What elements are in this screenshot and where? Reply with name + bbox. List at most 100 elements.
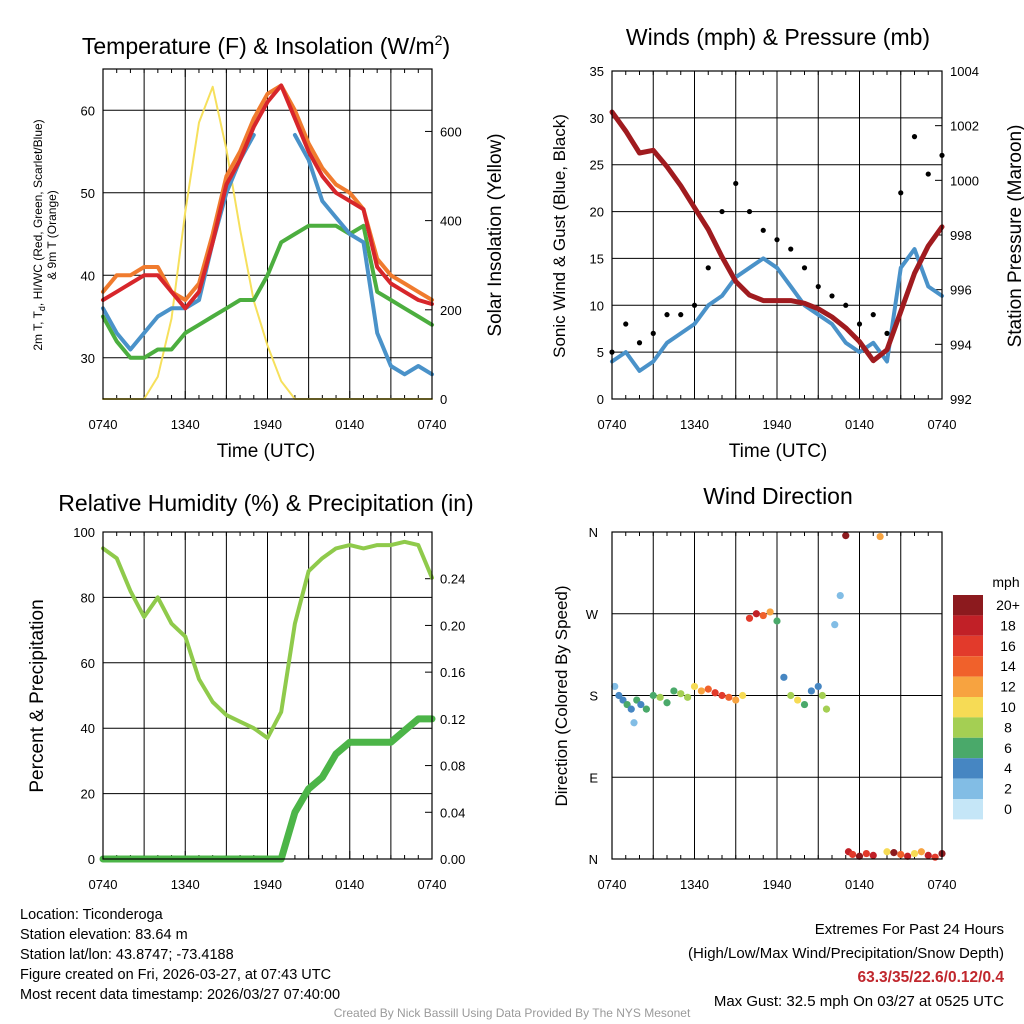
temperature-title: Temperature (F) & Insolation (W/m2) — [82, 32, 450, 59]
legend-label: 6 — [1004, 740, 1012, 756]
gust-point — [911, 134, 918, 140]
gust-point — [719, 208, 725, 215]
legend-swatch — [953, 615, 983, 636]
temp-ytick-label: 50 — [81, 186, 95, 201]
winds-y2label: Station Pressure (Maroon) — [1005, 125, 1024, 348]
winds-title: Winds (mph) & Pressure (mb) — [626, 24, 930, 50]
rh-y2tick-label: 0.12 — [440, 712, 465, 727]
station-latlon: Station lat/lon: 43.8747; -73.4188 — [20, 947, 234, 963]
direction-point — [931, 853, 939, 861]
direction-point — [725, 693, 733, 701]
wind-ytick-label: 25 — [590, 158, 604, 173]
temperature-panel: Temperature (F) & Insolation (W/m2) 0740… — [31, 32, 506, 462]
wind-xtick-label: 0740 — [928, 417, 957, 432]
dir-ytick-label: W — [586, 607, 599, 622]
legend-swatch — [953, 595, 983, 616]
gust-point — [774, 237, 780, 243]
rh-xtick-label: 1340 — [171, 877, 200, 892]
temperature-y2label: Solar Insolation (Yellow) — [485, 133, 506, 336]
direction-point — [869, 851, 877, 859]
rh-y2tick-label: 0.24 — [440, 572, 465, 587]
rh-ytick-label: 100 — [73, 525, 95, 540]
rh-xtick-label: 0740 — [89, 877, 118, 892]
direction-point — [642, 705, 650, 713]
dir-ytick-label: S — [589, 689, 598, 704]
legend-swatch — [953, 676, 983, 697]
gust-point — [870, 312, 876, 318]
direction-point — [649, 691, 657, 700]
temp-xtick-label: 0740 — [89, 417, 118, 432]
direction-point — [822, 705, 831, 713]
gust-point — [733, 180, 739, 187]
direction-point — [800, 700, 809, 709]
rh-y2tick-label: 0.04 — [440, 805, 465, 820]
legend-label: 18 — [1000, 617, 1016, 633]
temp-xtick-label: 0140 — [335, 417, 364, 432]
wind-ytick-label: 10 — [590, 298, 604, 313]
humidity-plot-area: 0740 1340 1940 0140 0740 0 20 40 60 80 100 0.00 0.04… — [73, 525, 465, 892]
legend-label: 8 — [1004, 719, 1012, 735]
humidity-ylabel: Percent & Precipitation — [27, 599, 48, 792]
extremes-title: Extremes For Past 24 Hours — [814, 921, 1004, 938]
wind-xtick-label: 1940 — [763, 417, 792, 432]
wind-y2tick-label: 1000 — [950, 173, 979, 188]
wind-frame — [611, 70, 943, 400]
rh-ytick-label: 20 — [81, 787, 95, 802]
series-relative-humidity — [101, 539, 434, 740]
legend-label: 2 — [1004, 781, 1012, 797]
temp-xtick-label: 0740 — [418, 417, 447, 432]
direction-point — [842, 532, 850, 540]
rh-ytick-label: 60 — [81, 656, 95, 671]
legend-title: mph — [992, 574, 1019, 590]
rh-ytick-label: 80 — [81, 590, 95, 605]
temp-y2tick-label: 400 — [440, 214, 462, 229]
series-td — [101, 223, 434, 360]
wind-xtick-label: 0140 — [845, 417, 874, 432]
direction-point — [718, 691, 726, 700]
legend-swatch — [953, 635, 983, 657]
temp-y2tick-label: 600 — [440, 124, 462, 139]
legend-label: 4 — [1004, 760, 1012, 776]
temp-frame — [102, 68, 433, 400]
gust-point — [884, 330, 890, 336]
direction-point — [637, 700, 645, 709]
direction-point — [814, 682, 822, 691]
wind-ytick-label: 35 — [590, 64, 604, 79]
direction-point — [787, 691, 795, 700]
extremes-subtitle: (High/Low/Max Wind/Precipitation/Snow De… — [688, 945, 1004, 962]
winds-panel: Winds (mph) & Pressure (mb) 0740 1340 1940… — [550, 24, 1024, 462]
legend-swatch — [953, 737, 983, 759]
gust-point — [843, 302, 849, 308]
direction-point — [780, 673, 788, 681]
direction-point — [677, 690, 685, 698]
gust-point — [691, 302, 698, 308]
dir-ytick-label: E — [589, 770, 598, 785]
legend-label: 20+ — [996, 597, 1020, 613]
credit-line: Created By Nick Bassill Using Data Provi… — [333, 1006, 691, 1020]
svg-text:& 9m T (Orange): & 9m T (Orange) — [45, 190, 59, 280]
direction-point — [690, 682, 699, 691]
rh-y2tick-label: 0.16 — [440, 665, 465, 680]
direction-point — [794, 696, 802, 704]
rh-ytick-label: 0 — [88, 852, 95, 867]
wind-y2tick-label: 1004 — [950, 64, 979, 79]
series-2m-t — [101, 83, 434, 311]
series-station-pressure — [609, 109, 945, 364]
direction-point — [656, 693, 664, 701]
dir-ytick-label: N — [589, 525, 598, 540]
legend-swatch — [953, 717, 983, 738]
humidity-title: Relative Humidity (%) & Precipitation (i… — [58, 490, 473, 516]
dir-xtick-label: 0740 — [598, 877, 627, 892]
wind-y2tick-label: 994 — [950, 337, 972, 352]
temperature-ylabel: 2m T, Td, HI/WC (Red, Green, Scarlet/Blu… — [31, 119, 59, 350]
direction-point — [917, 848, 925, 856]
wind-y2tick-label: 998 — [950, 228, 972, 243]
direction-title: Wind Direction — [703, 483, 853, 509]
station-location: Location: Ticonderoga — [20, 907, 163, 923]
wind-ytick-label: 30 — [590, 111, 604, 126]
legend-swatch — [953, 758, 983, 779]
direction-point — [711, 689, 719, 697]
winds-plot-area: 0740 1340 1940 0140 0740 0 5 10 15 20 25 30 35 992 994… — [590, 64, 979, 432]
winds-ylabel: Sonic Wind & Gust (Blue, Black) — [550, 114, 569, 358]
